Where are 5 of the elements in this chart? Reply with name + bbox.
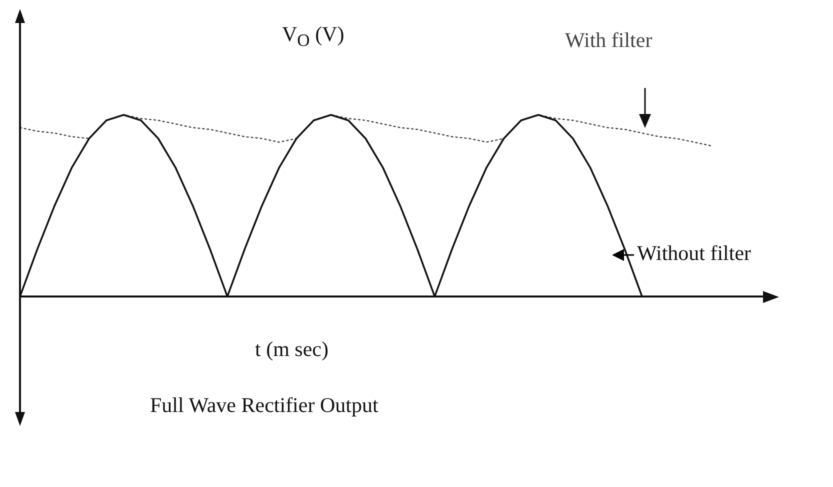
- text: With filter: [565, 28, 652, 53]
- text: Full Wave Rectifier Output: [150, 393, 378, 418]
- x-axis-title: t (m sec): [255, 337, 328, 362]
- series-label: Without filter: [637, 241, 752, 266]
- y-axis-title: V$_{O}$ (V): [282, 22, 344, 52]
